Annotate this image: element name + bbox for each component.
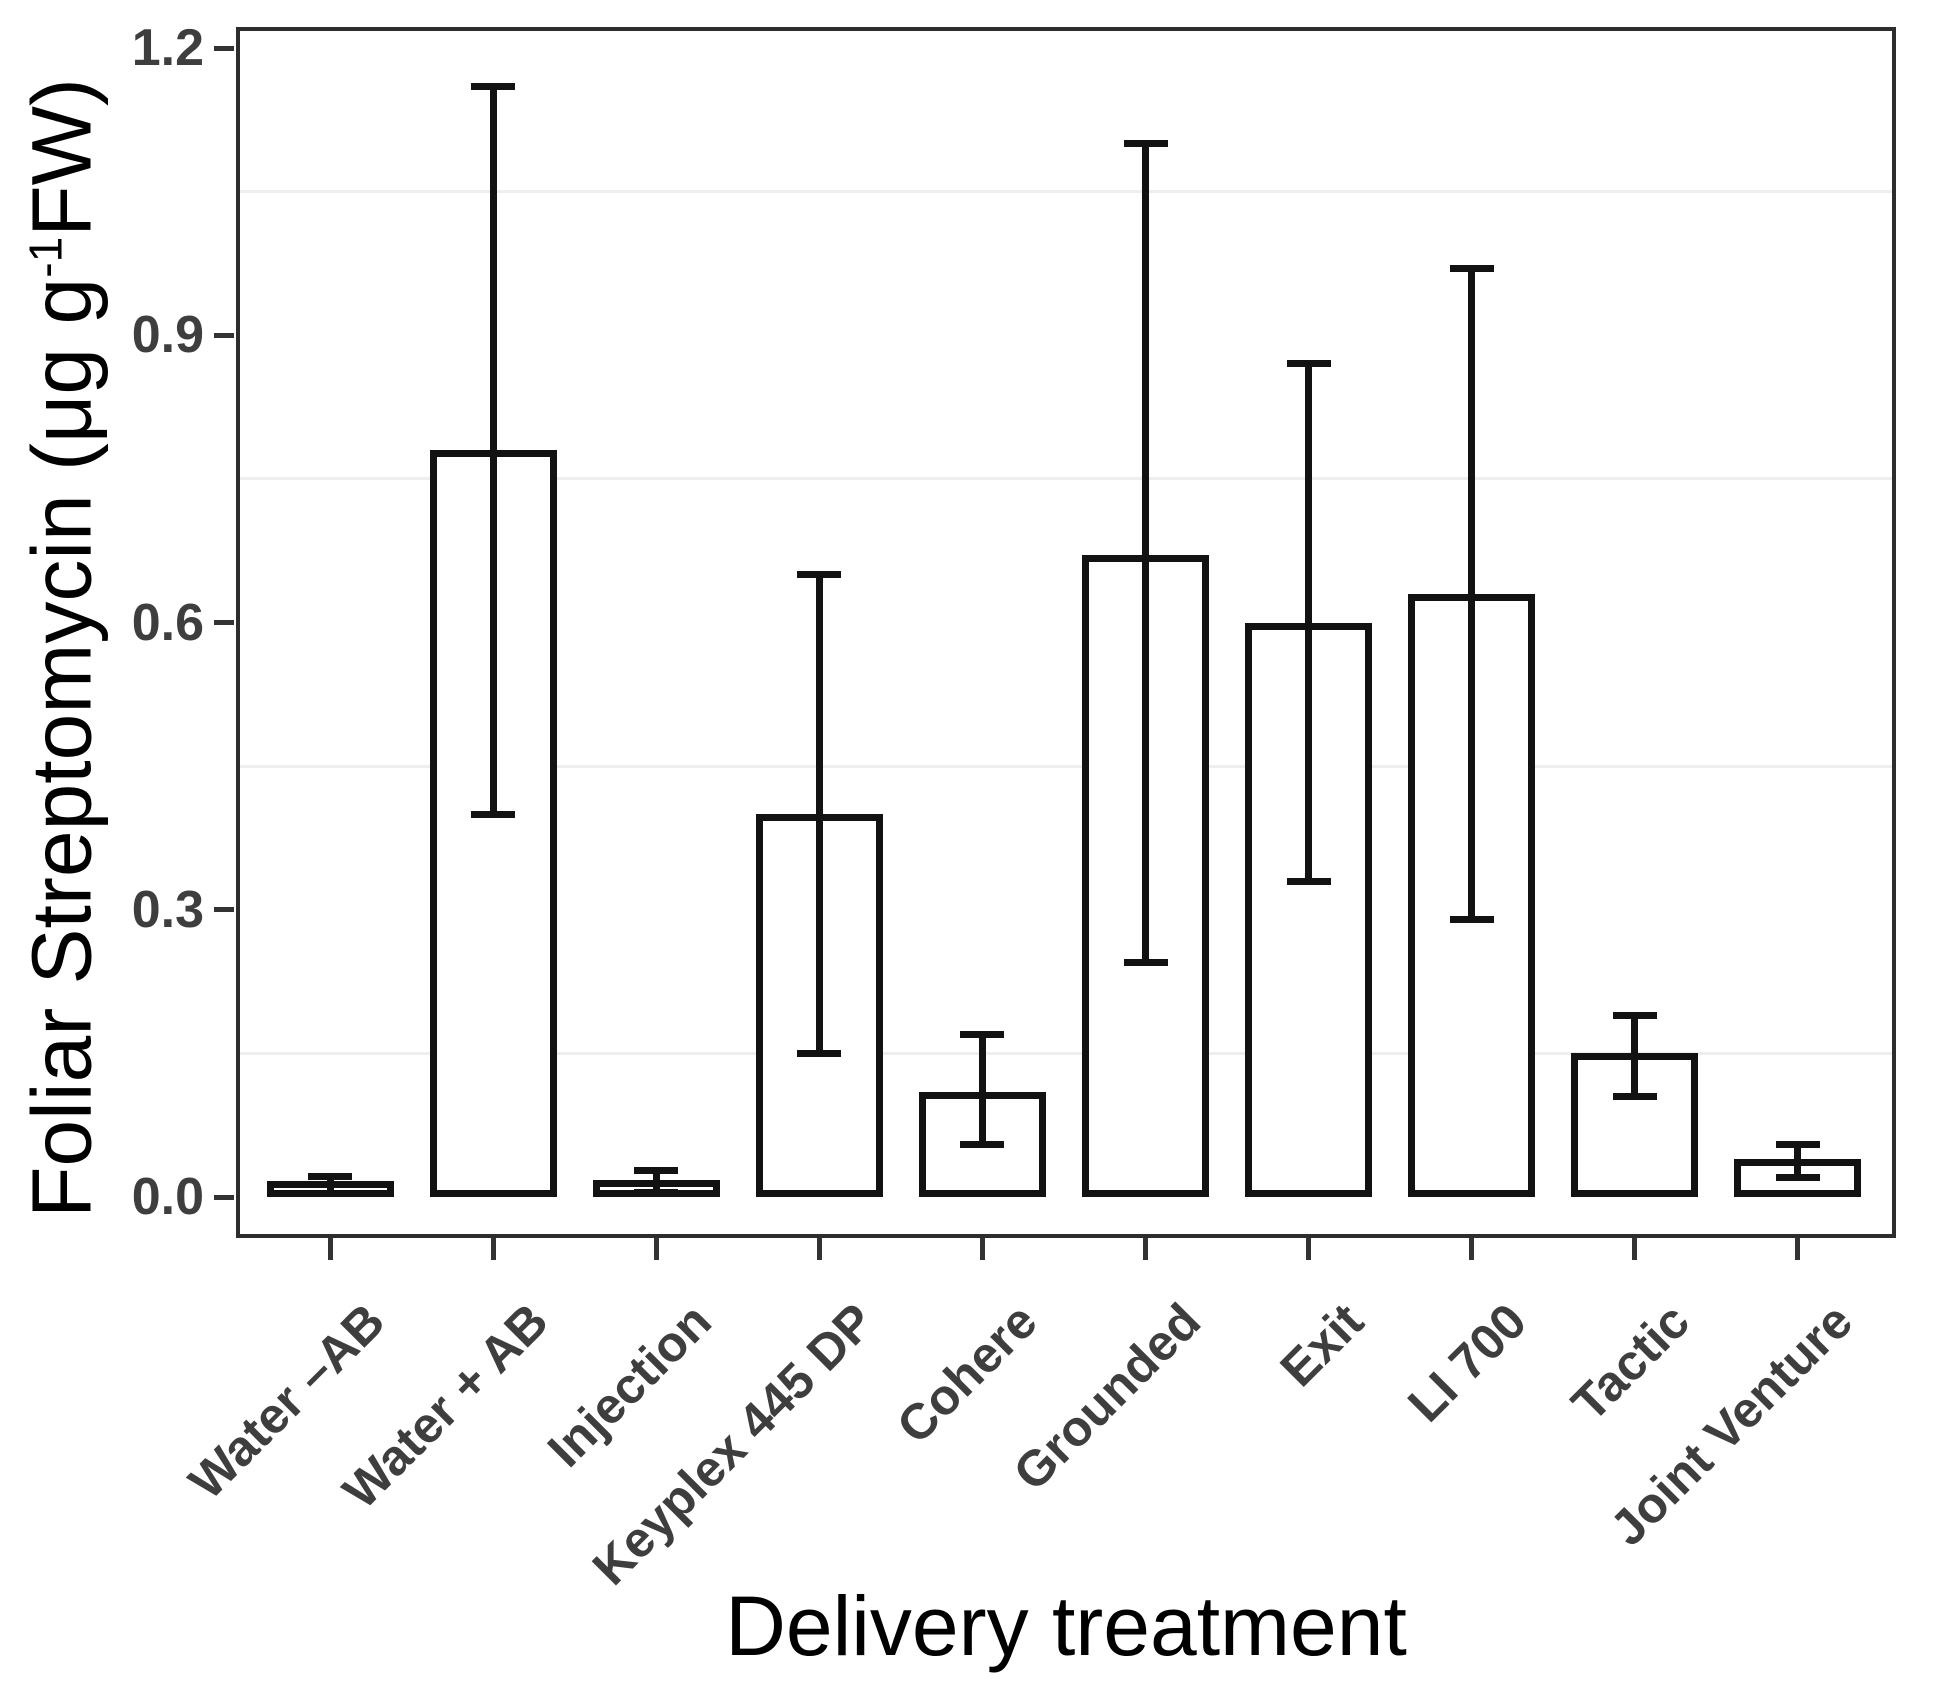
x-axis-tick [1795,1238,1801,1260]
error-bar-cap-lower [471,810,516,818]
error-bar-cap-lower [1286,877,1331,885]
error-bar-cap-upper [1449,264,1494,272]
minor-gridline [236,190,1896,194]
error-bar-cap-upper [1612,1011,1657,1019]
y-axis-title-prefix: Foliar Streptomycin (μg g [14,277,109,1218]
x-tick-label: Joint Venture [1599,1292,1864,1557]
error-bar-cap-upper [960,1030,1005,1038]
x-tick-label: Tactic [1560,1292,1701,1432]
y-axis-tick [214,1194,234,1200]
y-axis-title-suffix: FW) [14,78,109,237]
error-bar-line [1468,268,1476,920]
x-axis-tick [490,1238,496,1260]
x-tick-label: Water + AB [331,1292,559,1520]
x-axis-tick [1469,1238,1475,1260]
error-bar-line [1794,1144,1802,1178]
y-axis-title-superscript: -1 [19,236,72,278]
error-bar-cap-upper [471,82,516,90]
x-tick-label: Injection [536,1292,722,1478]
error-bar-line [326,1176,334,1194]
x-tick-label: Grounded [1002,1292,1211,1502]
y-tick-label: 1.2 [131,19,204,77]
x-axis-tick [816,1238,822,1260]
minor-gridline [236,1051,1896,1055]
error-bar-cap-lower [1775,1174,1820,1182]
x-tick-label: Water –AB [178,1292,396,1510]
x-tick-label: Exit [1269,1292,1374,1398]
error-bar-cap-lower [797,1049,842,1057]
error-bar-line [652,1170,660,1193]
x-axis-tick [653,1238,659,1260]
y-axis-tick [214,45,234,51]
y-axis-tick [214,620,234,625]
y-axis-tick [214,332,234,338]
error-bar-cap-upper [1775,1140,1820,1148]
error-bar-line [1631,1015,1639,1097]
x-axis-tick [979,1238,985,1260]
x-axis-tick [1306,1238,1312,1260]
minor-gridline [236,764,1896,768]
error-bar-line [978,1034,986,1145]
error-bar-cap-lower [1123,958,1168,966]
error-bar-line [1305,363,1313,882]
x-axis-tick [327,1238,333,1260]
x-axis-tick [1632,1238,1638,1260]
error-bar-cap-lower [634,1188,679,1196]
plot-area [236,27,1896,1238]
error-bar-cap-lower [1449,915,1494,923]
error-bar-line [815,574,823,1054]
error-bar-cap-upper [797,571,842,579]
error-bar-cap-lower [1612,1092,1657,1100]
y-axis-title-text: Foliar Streptomycin (μg g-1FW) [14,78,111,1218]
x-axis-title: Delivery treatment [725,1579,1407,1673]
error-bar-cap-upper [1123,140,1168,148]
x-axis-tick [1143,1238,1148,1260]
error-bar-cap-lower [960,1140,1005,1148]
x-tick-label: Keyplex 445 DP [581,1292,885,1596]
x-tick-label: LI 700 [1397,1292,1537,1433]
error-bar-line [1142,143,1149,963]
error-bar-cap-upper [1286,360,1331,368]
error-bar-line [489,86,497,814]
x-tick-label: Cohere [886,1292,1048,1455]
y-axis-tick [214,907,234,913]
plot-panel [236,27,1896,1238]
error-bar-cap-upper [308,1173,352,1181]
minor-gridline [236,477,1896,481]
error-bar-cap-lower [308,1189,352,1197]
error-bar-cap-upper [634,1166,679,1174]
